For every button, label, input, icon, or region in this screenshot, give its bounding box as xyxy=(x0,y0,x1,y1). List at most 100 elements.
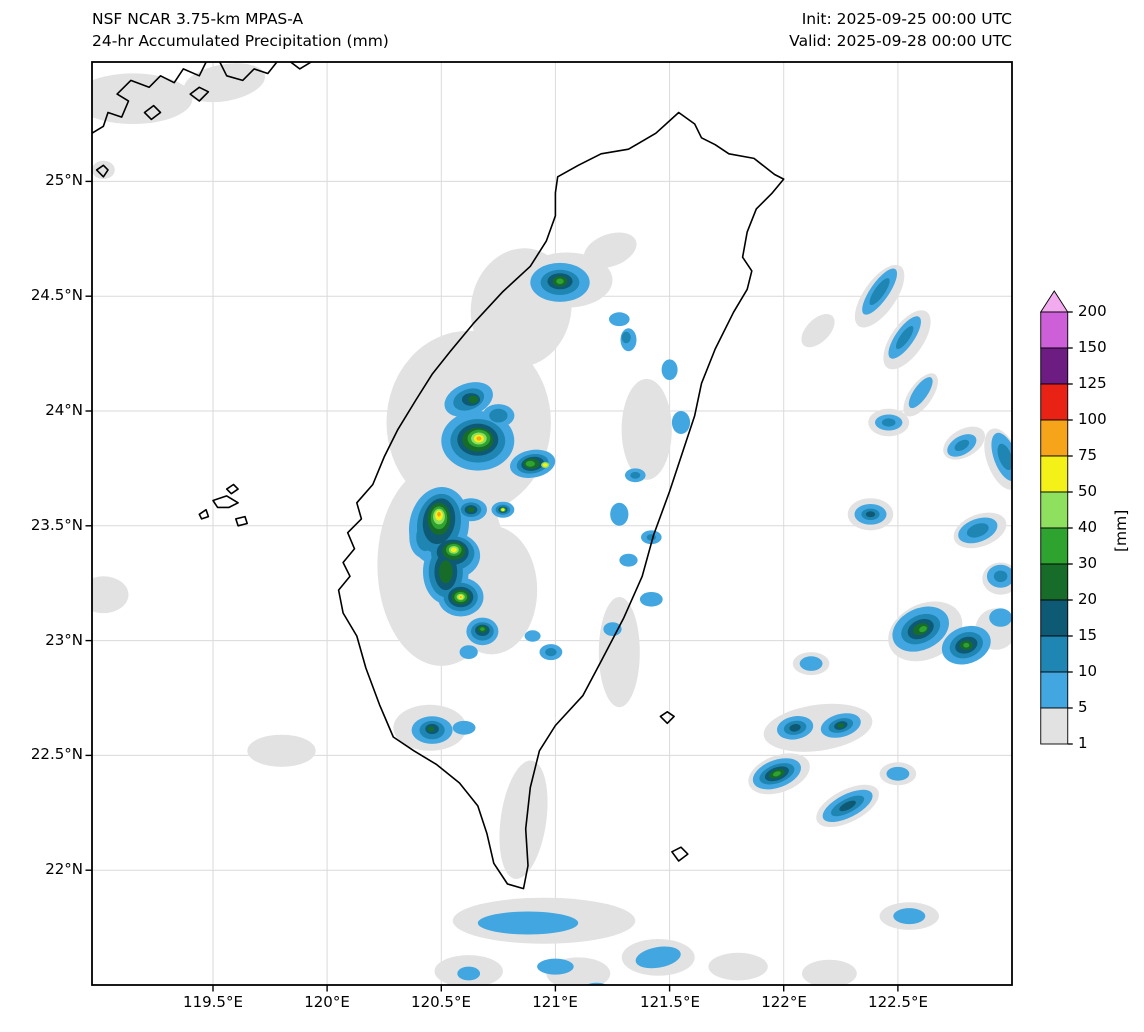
colorbar-segment xyxy=(1040,527,1069,565)
precip-contour xyxy=(881,418,896,427)
y-tick-label: 24.5°N xyxy=(30,286,83,304)
precip-contour xyxy=(609,312,630,327)
colorbar-segment xyxy=(1040,491,1069,529)
colorbar-tick-label: 15 xyxy=(1078,626,1098,644)
precip-contour xyxy=(801,313,835,348)
y-tick-label: 24°N xyxy=(45,401,83,419)
island-outline xyxy=(671,846,689,862)
island-outline xyxy=(235,515,248,527)
colorbar-segment xyxy=(1040,419,1069,457)
precip-contour xyxy=(427,726,435,732)
run-info: Init: 2025-09-25 00:00 UTC Valid: 2025-0… xyxy=(789,8,1012,52)
precip-contour xyxy=(439,560,453,584)
x-tick-label: 120.5°E xyxy=(411,993,471,1011)
precip-contour xyxy=(525,460,535,467)
colorbar-tick-label: 200 xyxy=(1078,302,1107,320)
colorbar-over-arrow xyxy=(1040,290,1069,313)
precip-contour xyxy=(480,627,485,631)
precip-contour xyxy=(993,570,1008,582)
colorbar-segment xyxy=(1040,563,1069,601)
y-tick-label: 22.5°N xyxy=(30,745,83,763)
precip-contour xyxy=(501,508,505,512)
precipitation-map xyxy=(92,62,1012,985)
colorbar-segment xyxy=(1040,707,1069,745)
colorbar-segment xyxy=(1040,383,1069,421)
colorbar-tick-label: 30 xyxy=(1078,554,1098,572)
colorbar-tick-label: 40 xyxy=(1078,518,1098,536)
colorbar-tick-label: 5 xyxy=(1078,698,1088,716)
x-tick-label: 120°E xyxy=(304,993,350,1011)
precip-contour xyxy=(802,959,857,985)
precip-contour xyxy=(468,395,479,404)
colorbar-segment xyxy=(1040,599,1069,637)
precip-contour xyxy=(621,378,672,480)
precip-contour xyxy=(556,278,564,285)
precip-contour xyxy=(865,511,876,518)
x-tick-label: 122.5°E xyxy=(868,993,928,1011)
precip-contour xyxy=(452,720,476,735)
precip-contour xyxy=(630,471,641,479)
precip-contour xyxy=(603,622,622,636)
y-tick-label: 23°N xyxy=(45,631,83,649)
precip-contour xyxy=(542,463,548,467)
y-tick-label: 23.5°N xyxy=(30,516,83,534)
init-time: Init: 2025-09-25 00:00 UTC xyxy=(801,10,1012,28)
precip-contour xyxy=(661,359,678,381)
colorbar-segment xyxy=(1040,635,1069,673)
y-tick-label: 25°N xyxy=(45,171,83,189)
precip-contour xyxy=(646,534,656,541)
colorbar-tick-label: 20 xyxy=(1078,590,1098,608)
precip-contour xyxy=(545,648,557,657)
precip-contour xyxy=(459,596,462,598)
colorbar-tick-label: 10 xyxy=(1078,662,1098,680)
island-outline xyxy=(198,508,210,520)
precip-contour xyxy=(610,502,629,526)
precip-contour xyxy=(437,512,441,517)
precip-contour xyxy=(621,331,631,344)
colorbar-segment xyxy=(1040,311,1069,349)
precip-contour xyxy=(476,436,482,441)
precip-contour xyxy=(837,723,845,728)
island-outline xyxy=(659,711,675,725)
island-outline xyxy=(212,495,239,509)
precip-contour xyxy=(489,408,508,423)
precip-contour xyxy=(886,766,910,781)
title-line-1: NSF NCAR 3.75-km MPAS-A xyxy=(92,10,304,28)
precip-contour xyxy=(524,630,541,642)
x-tick-label: 119.5°E xyxy=(183,993,243,1011)
precip-contour xyxy=(963,642,970,648)
title-line-2: 24-hr Accumulated Precipitation (mm) xyxy=(92,32,389,50)
precip-contour xyxy=(499,760,548,879)
precip-contour xyxy=(671,411,691,434)
colorbar-segment xyxy=(1040,347,1069,385)
precip-contour xyxy=(92,576,129,614)
colorbar-tick-label: 125 xyxy=(1078,374,1107,392)
precip-contour xyxy=(893,908,926,925)
mainland-coastline xyxy=(290,62,312,70)
x-tick-label: 121°E xyxy=(532,993,578,1011)
precip-contour xyxy=(537,958,574,975)
precip-contour xyxy=(467,507,475,513)
x-tick-label: 122°E xyxy=(761,993,807,1011)
colorbar-tick-label: 75 xyxy=(1078,446,1098,464)
valid-time: Valid: 2025-09-28 00:00 UTC xyxy=(789,32,1012,50)
colorbar-tick-label: 1 xyxy=(1078,734,1088,752)
precip-contour xyxy=(598,597,640,708)
y-tick-label: 22°N xyxy=(45,860,83,878)
precip-layer xyxy=(92,63,1012,985)
map-panel xyxy=(92,62,1012,985)
plot-title: NSF NCAR 3.75-km MPAS-A 24-hr Accumulate… xyxy=(92,8,389,52)
colorbar-segment xyxy=(1040,671,1069,709)
precip-contour xyxy=(708,952,768,981)
precip-contour xyxy=(799,656,823,671)
x-tick-label: 121.5°E xyxy=(640,993,700,1011)
precip-contour xyxy=(477,911,579,935)
precip-contour xyxy=(619,553,638,567)
precip-contour xyxy=(450,547,457,553)
colorbar-units-label: [mm] xyxy=(1112,509,1130,552)
colorbar-tick-label: 50 xyxy=(1078,482,1098,500)
colorbar-tick-label: 100 xyxy=(1078,410,1107,428)
precip-contour xyxy=(639,592,663,607)
precip-contour xyxy=(247,734,316,767)
